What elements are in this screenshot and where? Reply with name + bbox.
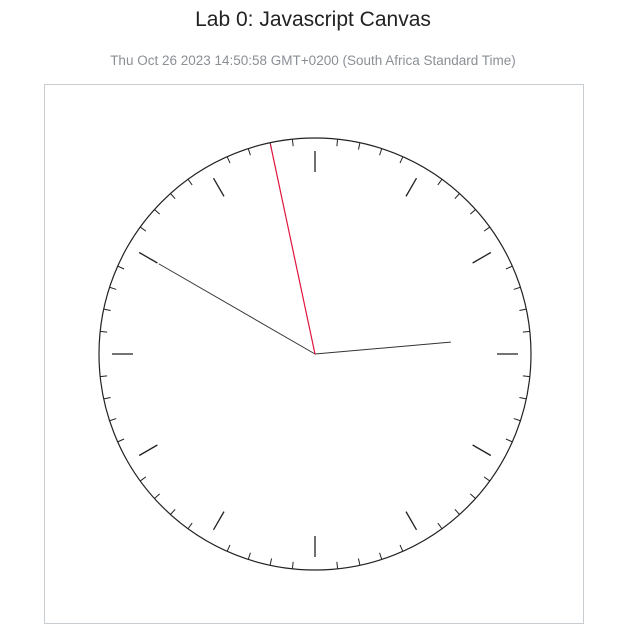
clock-rim (98, 137, 532, 571)
minute-tick (170, 508, 176, 515)
minute-tick (469, 493, 476, 499)
minute-tick (483, 476, 491, 482)
minute-tick (154, 493, 161, 499)
hour-tick (405, 511, 418, 531)
minute-tick (469, 209, 476, 215)
hour-tick (138, 251, 158, 264)
minute-tick (454, 508, 460, 515)
minute-tick (483, 226, 491, 232)
clock-canvas (44, 84, 584, 624)
minute-tick (357, 142, 361, 150)
minute-tick (379, 552, 383, 560)
minute-tick (187, 522, 193, 530)
minute-tick (269, 558, 273, 566)
minute-tick (336, 561, 339, 569)
minute-tick (187, 178, 193, 186)
minute-tick (513, 286, 521, 290)
minute-tick (109, 418, 117, 422)
minute-tick (519, 308, 527, 312)
minute-tick (379, 148, 383, 156)
minute-tick (291, 139, 294, 147)
minute-tick (117, 265, 125, 270)
minute-tick (100, 330, 108, 333)
minute-tick (437, 522, 443, 530)
minute-tick (336, 139, 339, 147)
hour-hand (314, 341, 451, 355)
minute-tick (109, 286, 117, 290)
minute-tick (522, 330, 530, 333)
clock-face (98, 137, 532, 571)
minute-tick (226, 156, 231, 164)
minute-tick (247, 552, 251, 560)
minute-tick (505, 265, 513, 270)
hour-tick (212, 511, 225, 531)
minute-tick (170, 193, 176, 200)
minute-tick (100, 375, 108, 378)
minute-tick (247, 148, 251, 156)
minute-tick (357, 558, 361, 566)
hour-tick (472, 251, 492, 264)
date-time-text: Thu Oct 26 2023 14:50:58 GMT+0200 (South… (110, 53, 516, 68)
minute-tick (399, 544, 404, 552)
minute-tick (226, 544, 231, 552)
minute-tick (522, 375, 530, 378)
hour-tick (138, 444, 158, 457)
hour-tick (212, 177, 225, 197)
minute-tick (103, 308, 111, 312)
minute-tick (139, 226, 147, 232)
minute-tick (519, 396, 527, 400)
minute-tick (291, 561, 294, 569)
minute-tick (103, 396, 111, 400)
hour-tick (405, 177, 418, 197)
minute-tick (437, 178, 443, 186)
minute-tick (505, 438, 513, 443)
minute-tick (454, 193, 460, 200)
page-title: Lab 0: Javascript Canvas (195, 8, 431, 31)
minute-hand (158, 263, 316, 355)
hour-tick (472, 444, 492, 457)
second-hand (269, 144, 316, 355)
minute-tick (399, 156, 404, 164)
minute-tick (139, 476, 147, 482)
minute-tick (513, 418, 521, 422)
minute-tick (154, 209, 161, 215)
minute-tick (117, 438, 125, 443)
